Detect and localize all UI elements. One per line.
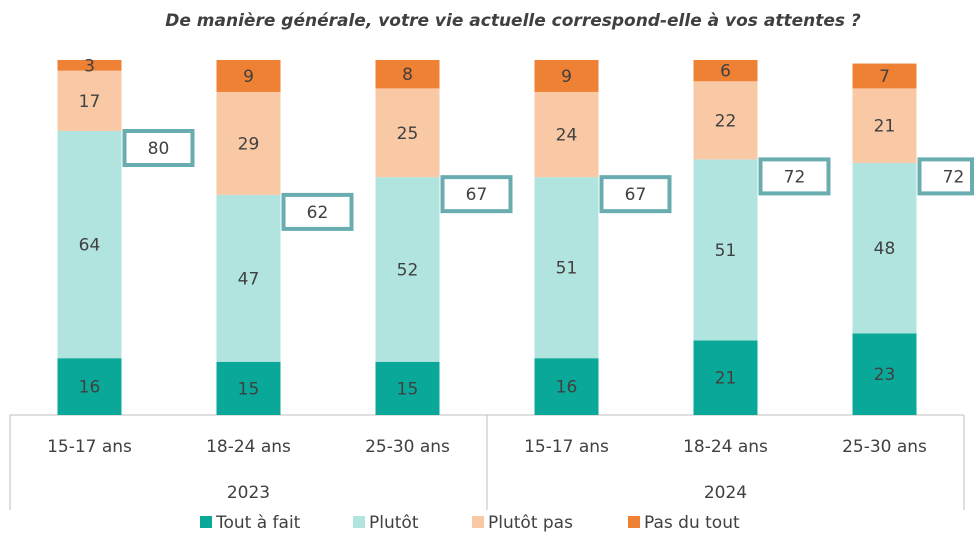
chart-title: De manière générale, votre vie actuelle … bbox=[165, 11, 861, 31]
bar-segment bbox=[534, 358, 599, 415]
bar-segment bbox=[852, 88, 917, 163]
bar-segment bbox=[693, 81, 758, 160]
data-label: 15 bbox=[238, 379, 260, 399]
bar-segment bbox=[534, 91, 599, 178]
data-label: 29 bbox=[238, 134, 260, 154]
total-box bbox=[599, 175, 672, 214]
data-label: 3 bbox=[84, 56, 95, 76]
x-tick-label: 15-17 ans bbox=[524, 437, 609, 457]
data-label: 9 bbox=[243, 67, 254, 87]
data-label: 9 bbox=[561, 67, 572, 87]
bar-segment bbox=[375, 88, 440, 178]
bar-segment bbox=[534, 60, 599, 92]
total-label: 67 bbox=[466, 185, 488, 205]
x-tick-label: 15-17 ans bbox=[47, 437, 132, 457]
total-label: 67 bbox=[625, 185, 647, 205]
bar-segment bbox=[216, 194, 281, 362]
legend-label: Pas du tout bbox=[644, 513, 740, 533]
data-label: 25 bbox=[397, 124, 419, 144]
bar-segment bbox=[852, 162, 917, 334]
bar-segment bbox=[216, 361, 281, 415]
legend-swatch bbox=[472, 516, 484, 528]
group-label: 2024 bbox=[704, 483, 747, 503]
total-box bbox=[917, 157, 974, 196]
bar-segment bbox=[852, 63, 917, 89]
legend-label: Plutôt pas bbox=[488, 513, 573, 533]
bar-segment bbox=[852, 333, 917, 415]
data-label: 52 bbox=[397, 260, 419, 280]
data-label: 24 bbox=[556, 126, 578, 146]
legend-swatch bbox=[353, 516, 365, 528]
data-label: 16 bbox=[556, 378, 578, 398]
bar-segment bbox=[57, 358, 122, 415]
data-label: 6 bbox=[720, 62, 731, 82]
bar-segment bbox=[57, 70, 122, 131]
x-tick-label: 25-30 ans bbox=[365, 437, 450, 457]
legend-label: Tout à fait bbox=[215, 513, 301, 533]
x-tick-label: 18-24 ans bbox=[206, 437, 291, 457]
total-label: 80 bbox=[148, 139, 170, 159]
bar-segment bbox=[693, 340, 758, 415]
group-label: 2023 bbox=[227, 483, 270, 503]
data-label: 16 bbox=[79, 378, 101, 398]
data-label: 21 bbox=[874, 117, 896, 137]
legend-swatch bbox=[200, 516, 212, 528]
legend-swatch bbox=[628, 516, 640, 528]
data-label: 47 bbox=[238, 269, 260, 289]
data-label: 51 bbox=[715, 241, 737, 261]
legend-label: Plutôt bbox=[369, 513, 419, 533]
total-box bbox=[281, 192, 354, 231]
total-box bbox=[758, 157, 831, 196]
data-label: 22 bbox=[715, 111, 737, 131]
total-box bbox=[440, 175, 513, 214]
bar-segment bbox=[534, 177, 599, 359]
total-label: 72 bbox=[943, 167, 965, 187]
x-tick-label: 18-24 ans bbox=[683, 437, 768, 457]
total-label: 72 bbox=[784, 167, 806, 187]
data-label: 64 bbox=[79, 236, 101, 256]
data-label: 48 bbox=[874, 239, 896, 259]
bar-segment bbox=[375, 177, 440, 362]
data-label: 15 bbox=[397, 379, 419, 399]
bar-segment bbox=[216, 91, 281, 195]
data-label: 8 bbox=[402, 65, 413, 85]
bar-segment bbox=[693, 159, 758, 341]
bar-segment bbox=[693, 60, 758, 82]
data-label: 21 bbox=[715, 369, 737, 389]
data-label: 7 bbox=[879, 67, 890, 87]
total-box bbox=[122, 129, 195, 167]
data-label: 17 bbox=[79, 92, 101, 112]
bar-segment bbox=[375, 60, 440, 89]
bar-segment bbox=[375, 361, 440, 415]
bar-segment bbox=[57, 60, 122, 71]
bar-segment bbox=[216, 60, 281, 92]
total-label: 62 bbox=[307, 203, 329, 223]
data-label: 51 bbox=[556, 259, 578, 279]
x-tick-label: 25-30 ans bbox=[842, 437, 927, 457]
data-label: 23 bbox=[874, 365, 896, 385]
bar-segment bbox=[57, 131, 122, 359]
